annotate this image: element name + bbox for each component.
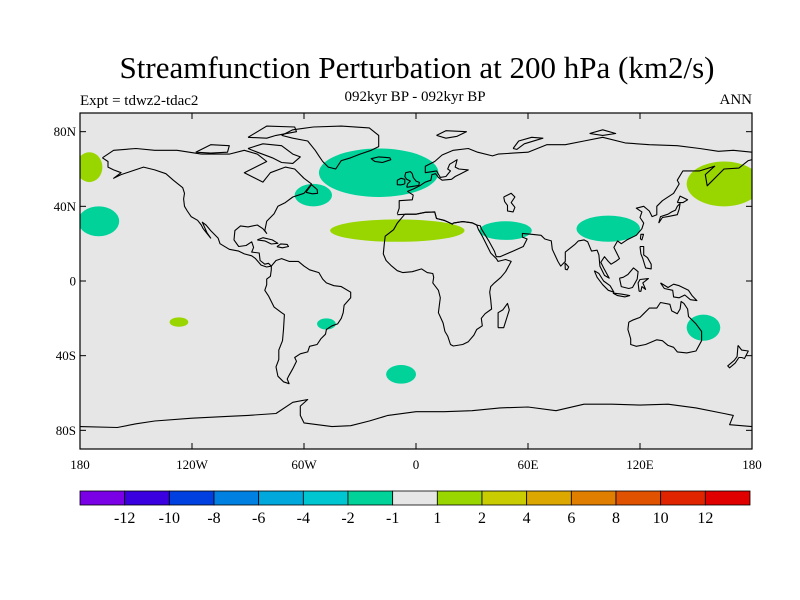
coastline-philippines	[639, 245, 652, 270]
region-north-atlantic-negative	[318, 148, 439, 197]
colorbar-swatch	[615, 490, 662, 506]
region-south-pacific-positive	[169, 317, 189, 327]
coastline-newfoundland	[305, 184, 319, 195]
coastline-java	[612, 292, 631, 298]
lat-tick-label: 40S	[56, 348, 76, 363]
coastline-taiwan	[639, 233, 645, 241]
colorbar-label: 10	[653, 510, 669, 527]
region-central-pacific-negative	[80, 206, 120, 237]
colorbar-swatch	[302, 490, 349, 506]
coastline-victoria-island	[195, 144, 230, 154]
colorbar-swatch	[704, 490, 751, 506]
colorbar-swatch	[124, 490, 170, 506]
lat-tick-label: 40N	[54, 199, 77, 214]
lon-tick-label: 60E	[518, 457, 539, 472]
lat-tick-label: 0	[70, 274, 77, 289]
colorbar-label: 1	[433, 510, 441, 527]
region-australia-negative	[686, 314, 721, 341]
colorbar-label: -8	[207, 510, 220, 527]
coastline-borneo	[618, 267, 639, 290]
coastline-antarctica	[80, 398, 752, 429]
coastline-new-zealand	[727, 345, 749, 369]
colorbar-swatch	[436, 490, 483, 506]
coastline-caspian-sea	[503, 192, 516, 213]
coastline-baffin-island	[247, 143, 301, 164]
region-north-pacific-east-positive	[80, 152, 103, 183]
coastline-hispaniola	[276, 243, 290, 249]
lat-tick-label: 80S	[56, 423, 76, 438]
coastline-japan	[658, 202, 681, 224]
region-southern-ocean-negative	[386, 365, 417, 384]
coastline-madagascar	[497, 302, 510, 329]
colorbar-label: 8	[612, 510, 620, 527]
coastline-new-guinea	[660, 282, 698, 302]
lon-tick-label: 60W	[291, 457, 317, 472]
colorbar-label: 6	[567, 510, 575, 527]
map-subtitle: 092kyr BP - 092kyr BP	[344, 89, 486, 105]
lat-tick-label: 80N	[54, 124, 77, 139]
colorbar-swatch	[481, 490, 528, 506]
region-north-atlantic-tail	[294, 183, 333, 207]
coastline-africa	[382, 211, 512, 347]
coastline-great-britain	[404, 171, 420, 188]
colorbar-swatch	[79, 490, 126, 506]
lon-tick-label: 180	[742, 457, 762, 472]
region-subtropical-atlantic-positive	[330, 219, 465, 242]
lon-tick-label: 0	[413, 457, 420, 472]
coastline-svalbard	[436, 130, 467, 139]
colorbar-label: -12	[114, 510, 135, 527]
colorbar-label: -4	[297, 510, 310, 527]
map-title: Streamfunction Perturbation at 200 hPa (…	[119, 50, 715, 85]
colorbar-label: -1	[386, 510, 399, 527]
colorbar-swatch	[526, 490, 572, 506]
coastline-greenland	[281, 125, 380, 170]
region-arabia-negative	[479, 221, 532, 240]
coastline-iceland	[370, 156, 392, 164]
colorbar-swatch	[258, 490, 304, 506]
region-north-pacific-west-positive	[686, 161, 752, 207]
colorbar-label: -6	[252, 510, 265, 527]
coastline-sumatra	[593, 270, 615, 293]
colorbar-swatch	[392, 490, 438, 506]
region-south-atlantic-negative	[317, 318, 336, 330]
coastline-ellesmere-island	[247, 125, 298, 139]
coastline-severnaya-zemlya	[589, 129, 617, 136]
lon-tick-label: 120E	[626, 457, 654, 472]
colorbar-swatch	[660, 490, 706, 506]
coastline-hokkaido	[676, 195, 689, 204]
lon-tick-label: 120W	[176, 457, 209, 472]
experiment-label: Expt = tdwz2-tdac2	[80, 93, 199, 109]
colorbar-swatch	[347, 490, 394, 506]
lon-tick-label: 180	[70, 457, 90, 472]
colorbar-label: -2	[341, 510, 354, 527]
coastline-eurasia	[396, 136, 752, 279]
coastline-sri-lanka	[564, 262, 570, 271]
coastline-ireland	[396, 177, 406, 186]
coastline-novaya-zemlya	[512, 136, 544, 150]
season-label: ANN	[719, 92, 753, 108]
region-tibet-negative	[576, 215, 640, 242]
colorbar-swatch	[213, 490, 260, 506]
coastline-north-america	[102, 147, 313, 268]
coastline-cuba	[257, 237, 279, 245]
colorbar-label: 2	[478, 510, 486, 527]
colorbar-swatch	[168, 490, 215, 506]
colorbar-label: 12	[697, 510, 713, 527]
coastline-sulawesi	[637, 278, 649, 292]
coastline-australia	[627, 300, 703, 354]
colorbar-label: -10	[159, 510, 180, 527]
coastline-south-america	[264, 258, 352, 385]
colorbar-swatch	[570, 490, 617, 506]
colorbar-label: 4	[523, 510, 531, 527]
